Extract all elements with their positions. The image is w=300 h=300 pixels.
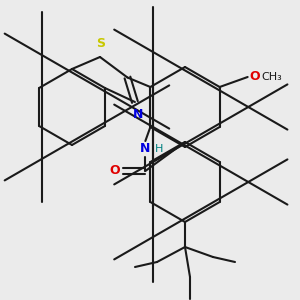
- Text: O: O: [109, 164, 120, 178]
- Text: O: O: [250, 70, 260, 83]
- Text: N: N: [140, 142, 151, 155]
- Text: CH₃: CH₃: [262, 72, 282, 82]
- Text: N: N: [133, 108, 143, 121]
- Text: H: H: [155, 144, 164, 154]
- Text: S: S: [97, 37, 106, 50]
